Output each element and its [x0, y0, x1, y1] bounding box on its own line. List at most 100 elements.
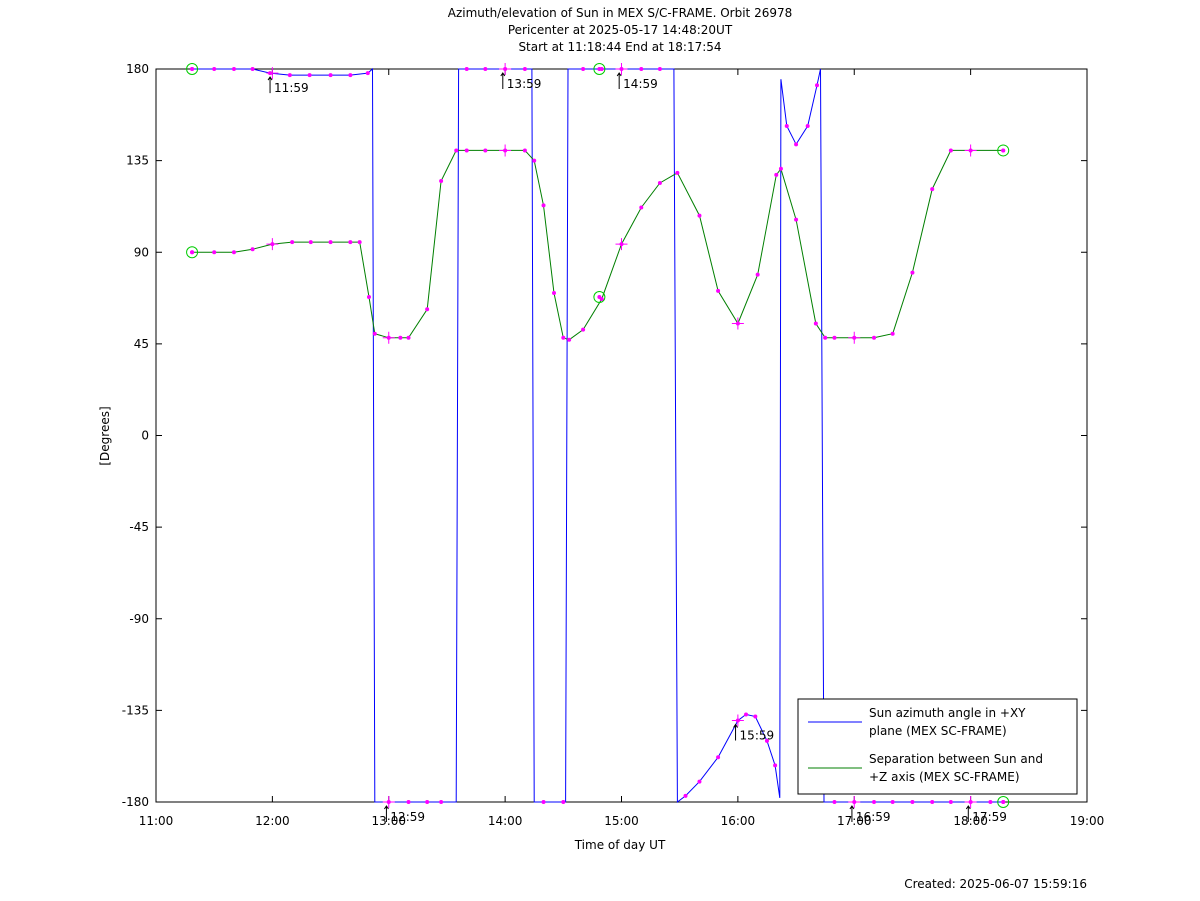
annotation-arrow	[616, 72, 622, 89]
y-tick-label: 135	[126, 154, 149, 168]
data-point	[357, 240, 362, 245]
annotation-arrow	[267, 76, 273, 94]
data-point	[657, 181, 662, 186]
y-tick-label: -135	[122, 703, 149, 717]
annotations: 11:59 13:59 14:59 15:59 12:59 16:59 17:59	[267, 72, 1007, 824]
start-end-marker	[997, 796, 1010, 808]
data-point	[541, 800, 546, 804]
data-point	[890, 331, 895, 336]
data-point	[348, 240, 353, 245]
data-point	[774, 172, 779, 177]
data-point	[483, 67, 488, 71]
data-point	[910, 800, 915, 804]
data-point	[328, 73, 333, 78]
data-point	[683, 793, 688, 798]
data-point	[639, 205, 644, 210]
annotation-label: 14:59	[623, 77, 658, 91]
data-point	[784, 124, 789, 129]
legend-box	[797, 698, 1078, 795]
annotation-arrow	[500, 72, 506, 89]
data-point	[250, 67, 255, 71]
start-end-marker	[997, 144, 1010, 157]
hour-marker	[382, 796, 395, 808]
x-tick-label: 11:00	[139, 814, 174, 828]
data-point	[406, 800, 411, 804]
data-point	[872, 335, 877, 340]
data-point	[439, 178, 444, 183]
data-point	[372, 331, 377, 336]
data-point	[1001, 148, 1006, 153]
data-point	[832, 335, 837, 340]
data-point	[561, 800, 566, 804]
data-point	[823, 335, 828, 340]
data-point	[890, 800, 895, 804]
data-point	[287, 73, 292, 78]
hour-marker	[964, 796, 977, 808]
data-point	[832, 800, 837, 804]
data-point	[522, 148, 527, 153]
created-timestamp: Created: 2025-06-07 15:59:16	[904, 877, 1087, 891]
hour-marker	[499, 63, 512, 75]
hour-marker	[848, 331, 861, 344]
data-point	[988, 800, 993, 804]
data-point	[425, 800, 430, 804]
data-point	[581, 327, 586, 332]
data-point	[231, 250, 236, 255]
data-point	[805, 124, 810, 129]
data-point	[910, 270, 915, 275]
data-point	[328, 240, 333, 245]
legend-label: Separation between Sun and	[869, 752, 1043, 766]
data-point	[231, 67, 236, 71]
hour-marker	[266, 67, 279, 80]
data-point	[522, 67, 527, 71]
data-point	[773, 763, 778, 768]
data-point	[425, 307, 430, 312]
y-tick-label: 90	[134, 245, 149, 259]
x-tick-label: 15:00	[604, 814, 639, 828]
data-point	[872, 800, 877, 804]
annotation-label: 11:59	[274, 81, 309, 95]
data-point	[755, 272, 760, 277]
hour-marker	[615, 63, 628, 75]
title-line: Start at 11:18:44 End at 18:17:54	[518, 40, 721, 54]
annotation-label: 12:59	[390, 810, 425, 824]
data-point	[483, 148, 488, 153]
title-line: Pericenter at 2025-05-17 14:48:20UT	[508, 23, 733, 37]
data-point	[697, 213, 702, 218]
data-point	[365, 71, 370, 76]
x-tick-label: 14:00	[488, 814, 523, 828]
data-point	[581, 67, 586, 71]
x-axis-label: Time of day UT	[574, 838, 666, 852]
annotation-arrow	[733, 723, 738, 741]
y-tick-label: -90	[129, 612, 149, 626]
data-point	[398, 335, 403, 340]
legend-label: plane (MEX SC-FRAME)	[869, 724, 1007, 738]
data-point	[190, 67, 195, 71]
hour-marker	[266, 238, 279, 251]
data-point	[813, 321, 818, 326]
start-end-marker	[593, 63, 606, 75]
series-line-1	[192, 149, 1004, 341]
data-point	[366, 295, 371, 300]
data-point	[308, 240, 313, 245]
data-point	[406, 335, 411, 340]
data-point	[794, 142, 799, 147]
title-line: Azimuth/elevation of Sun in MEX S/C-FRAM…	[448, 6, 793, 20]
hour-marker	[499, 144, 512, 157]
y-tick-label: 180	[126, 62, 149, 76]
y-tick-label: 45	[134, 337, 149, 351]
series-lines	[192, 67, 1004, 803]
data-point	[552, 290, 557, 295]
data-point	[250, 247, 255, 252]
data-point	[778, 166, 783, 171]
data-markers	[186, 63, 1010, 808]
data-point	[930, 187, 935, 192]
hour-marker	[731, 317, 744, 330]
start-end-marker	[186, 246, 199, 259]
data-point	[744, 712, 749, 717]
axes: 11:00 12:00 13:00 14:00 15:00 16:00 17:00 18:00…	[122, 62, 1105, 828]
data-point	[567, 337, 572, 342]
y-axis-label: [Degrees]	[98, 406, 112, 465]
data-point	[1001, 800, 1006, 804]
hour-marker	[964, 144, 977, 157]
